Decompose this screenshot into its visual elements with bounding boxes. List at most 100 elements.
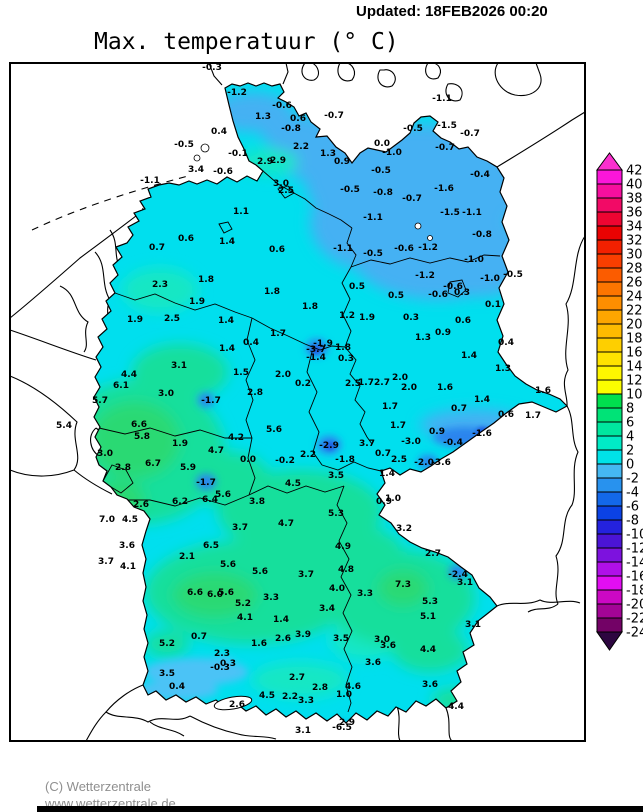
station-value: 5.2	[235, 599, 251, 609]
station-value: 0.5	[388, 291, 404, 301]
station-value: 3.5	[333, 634, 349, 644]
station-value: -1.7	[201, 396, 221, 406]
station-value: 3.7	[98, 557, 114, 567]
station-value: 2.1	[179, 552, 195, 562]
station-value: 4.5	[285, 479, 301, 489]
station-value: -0.5	[174, 140, 194, 150]
station-value: 0.3	[454, 288, 470, 298]
station-value: 1.4	[219, 237, 235, 247]
station-value: 1.6	[535, 386, 551, 396]
station-value: 0.9	[376, 497, 392, 507]
colorbar-cell	[597, 422, 622, 436]
station-value: 6.6	[187, 588, 203, 598]
station-value: -0.6	[428, 290, 448, 300]
station-value: 2.0	[392, 373, 408, 383]
colorbar-cell	[597, 464, 622, 478]
station-value: 0.9	[435, 328, 451, 338]
station-value: 2.2	[300, 450, 316, 460]
station-value: 1.7	[382, 402, 398, 412]
colorbar-cell	[597, 408, 622, 422]
station-value: -1.0	[464, 255, 484, 265]
station-value: 1.7	[358, 378, 374, 388]
colorbar-label: 24	[626, 290, 643, 305]
station-value: -0.5	[403, 124, 423, 134]
station-value: -1.5	[437, 121, 457, 131]
station-value: -0.1	[228, 149, 248, 159]
colorbar-label: -4	[626, 486, 639, 501]
station-value: 4.5	[259, 691, 275, 701]
station-value: -1.5	[440, 208, 460, 218]
station-value: 6.7	[145, 459, 161, 469]
station-value: 4.8	[338, 565, 354, 575]
station-value: 0.6	[269, 245, 285, 255]
bottom-bar	[37, 806, 643, 812]
station-value: 1.1	[233, 207, 249, 217]
station-value: -1.2	[418, 243, 438, 253]
station-value: -0.4	[470, 170, 490, 180]
station-value: 3.6	[422, 680, 438, 690]
colorbar-cell	[597, 520, 622, 534]
colorbar-cell	[597, 184, 622, 198]
colorbar-label: 4	[626, 430, 634, 445]
station-value: 1.8	[264, 287, 280, 297]
station-value: 2.6	[229, 700, 245, 710]
colorbar-cell	[597, 254, 622, 268]
station-value: 5.4	[56, 421, 72, 431]
station-value: 4.6	[345, 682, 361, 692]
station-value: 0.4	[243, 338, 259, 348]
station-value: 0.1	[485, 300, 501, 310]
station-value: 4.4	[121, 370, 137, 380]
station-value: -0.3	[210, 663, 230, 673]
station-value: 5.6	[266, 425, 282, 435]
station-value: 1.4	[461, 351, 477, 361]
station-value: -0.6	[272, 101, 292, 111]
station-value: 0.5	[349, 282, 365, 292]
colorbar-arrow-top	[597, 153, 622, 170]
station-value: 3.1	[465, 620, 481, 630]
station-value: 4.9	[335, 542, 351, 552]
station-value: 0.7	[149, 243, 165, 253]
colorbar-label: -20	[626, 598, 643, 613]
station-value: -6.5	[332, 723, 352, 733]
station-value: 1.4	[379, 469, 395, 479]
station-value: 1.9	[359, 313, 375, 323]
station-value: 2.2	[282, 692, 298, 702]
station-value: 5.6	[215, 490, 231, 500]
station-value: 0.6	[498, 410, 514, 420]
colorbar-label: 12	[626, 374, 643, 389]
station-value: -1.1	[363, 213, 383, 223]
colorbar-label: 16	[626, 346, 643, 361]
station-value: -3.6	[431, 458, 451, 468]
station-value: 1.2	[339, 311, 355, 321]
station-value: 1.4	[474, 395, 490, 405]
station-value: 5.2	[159, 639, 175, 649]
footer-copyright: (C) Wetterzentrale	[45, 779, 151, 794]
colorbar-cell	[597, 212, 622, 226]
colorbar-label: 0	[626, 458, 634, 473]
colorbar-label: -12	[626, 542, 643, 557]
station-value: 5.6	[252, 567, 268, 577]
station-value: 0.0	[240, 455, 256, 465]
station-value: 3.6	[380, 641, 396, 651]
station-value: -0.5	[340, 185, 360, 195]
station-value: 0.2	[295, 379, 311, 389]
colorbar-cell	[597, 240, 622, 254]
station-value: 5.9	[180, 463, 196, 473]
station-value: 2.0	[275, 370, 291, 380]
station-value: 2.8	[312, 683, 328, 693]
station-value: -1.8	[335, 455, 355, 465]
station-value: 3.2	[396, 524, 412, 534]
station-value: 3.3	[298, 696, 314, 706]
station-value: -1.6	[472, 429, 492, 439]
station-value: -1.2	[415, 271, 435, 281]
station-value: 3.1	[171, 361, 187, 371]
station-value: 3.7	[232, 523, 248, 533]
colorbar-label: -6	[626, 500, 639, 515]
station-value: 4.2	[228, 433, 244, 443]
station-value: 3.6	[365, 658, 381, 668]
station-value: 0.9	[429, 427, 445, 437]
station-value: -0.7	[324, 111, 344, 121]
colorbar-cell	[597, 310, 622, 324]
station-value: -0.7	[435, 143, 455, 153]
station-value: 4.5	[122, 515, 138, 525]
